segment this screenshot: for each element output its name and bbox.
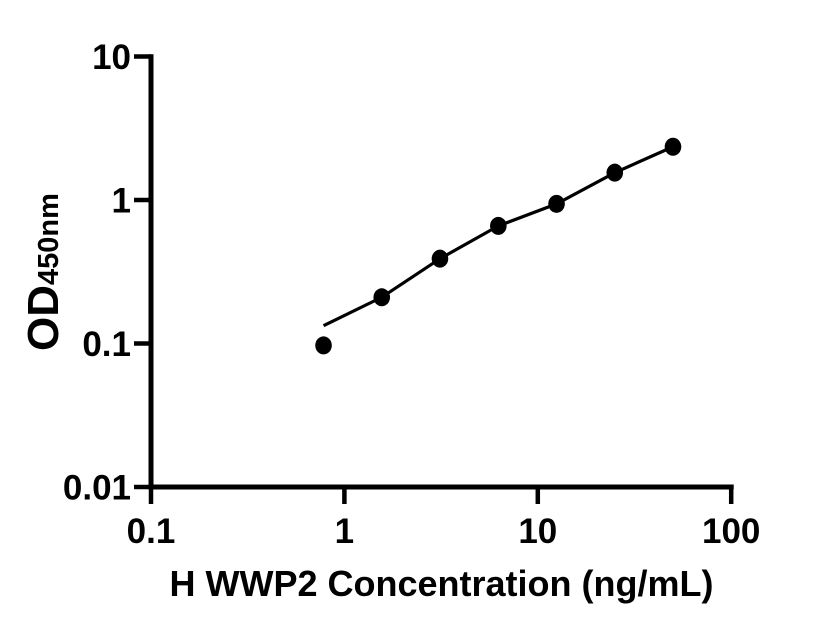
y-tick-label: 0.01 (63, 469, 131, 508)
y-tick-label: 10 (92, 38, 131, 77)
data-point (315, 336, 332, 355)
x-tick-label: 1 (335, 512, 354, 551)
x-axis-title: H WWP2 Concentration (ng/mL) (169, 563, 714, 604)
data-point (431, 249, 449, 268)
x-tick-label: 10 (518, 512, 557, 551)
y-tick-label: 0.1 (82, 325, 131, 364)
x-tick-label: 100 (702, 512, 760, 551)
data-point (606, 163, 624, 182)
data-point (490, 216, 507, 235)
data-point (373, 288, 391, 307)
data-point (664, 137, 682, 156)
x-tick-label: 0.1 (127, 512, 176, 551)
data-point (548, 194, 565, 213)
y-axis-title: OD450nm (19, 122, 68, 422)
y-tick-label: 1 (112, 182, 131, 221)
y-axis-title-main: OD (19, 284, 68, 351)
y-axis-title-subscript: 450nm (33, 193, 65, 285)
